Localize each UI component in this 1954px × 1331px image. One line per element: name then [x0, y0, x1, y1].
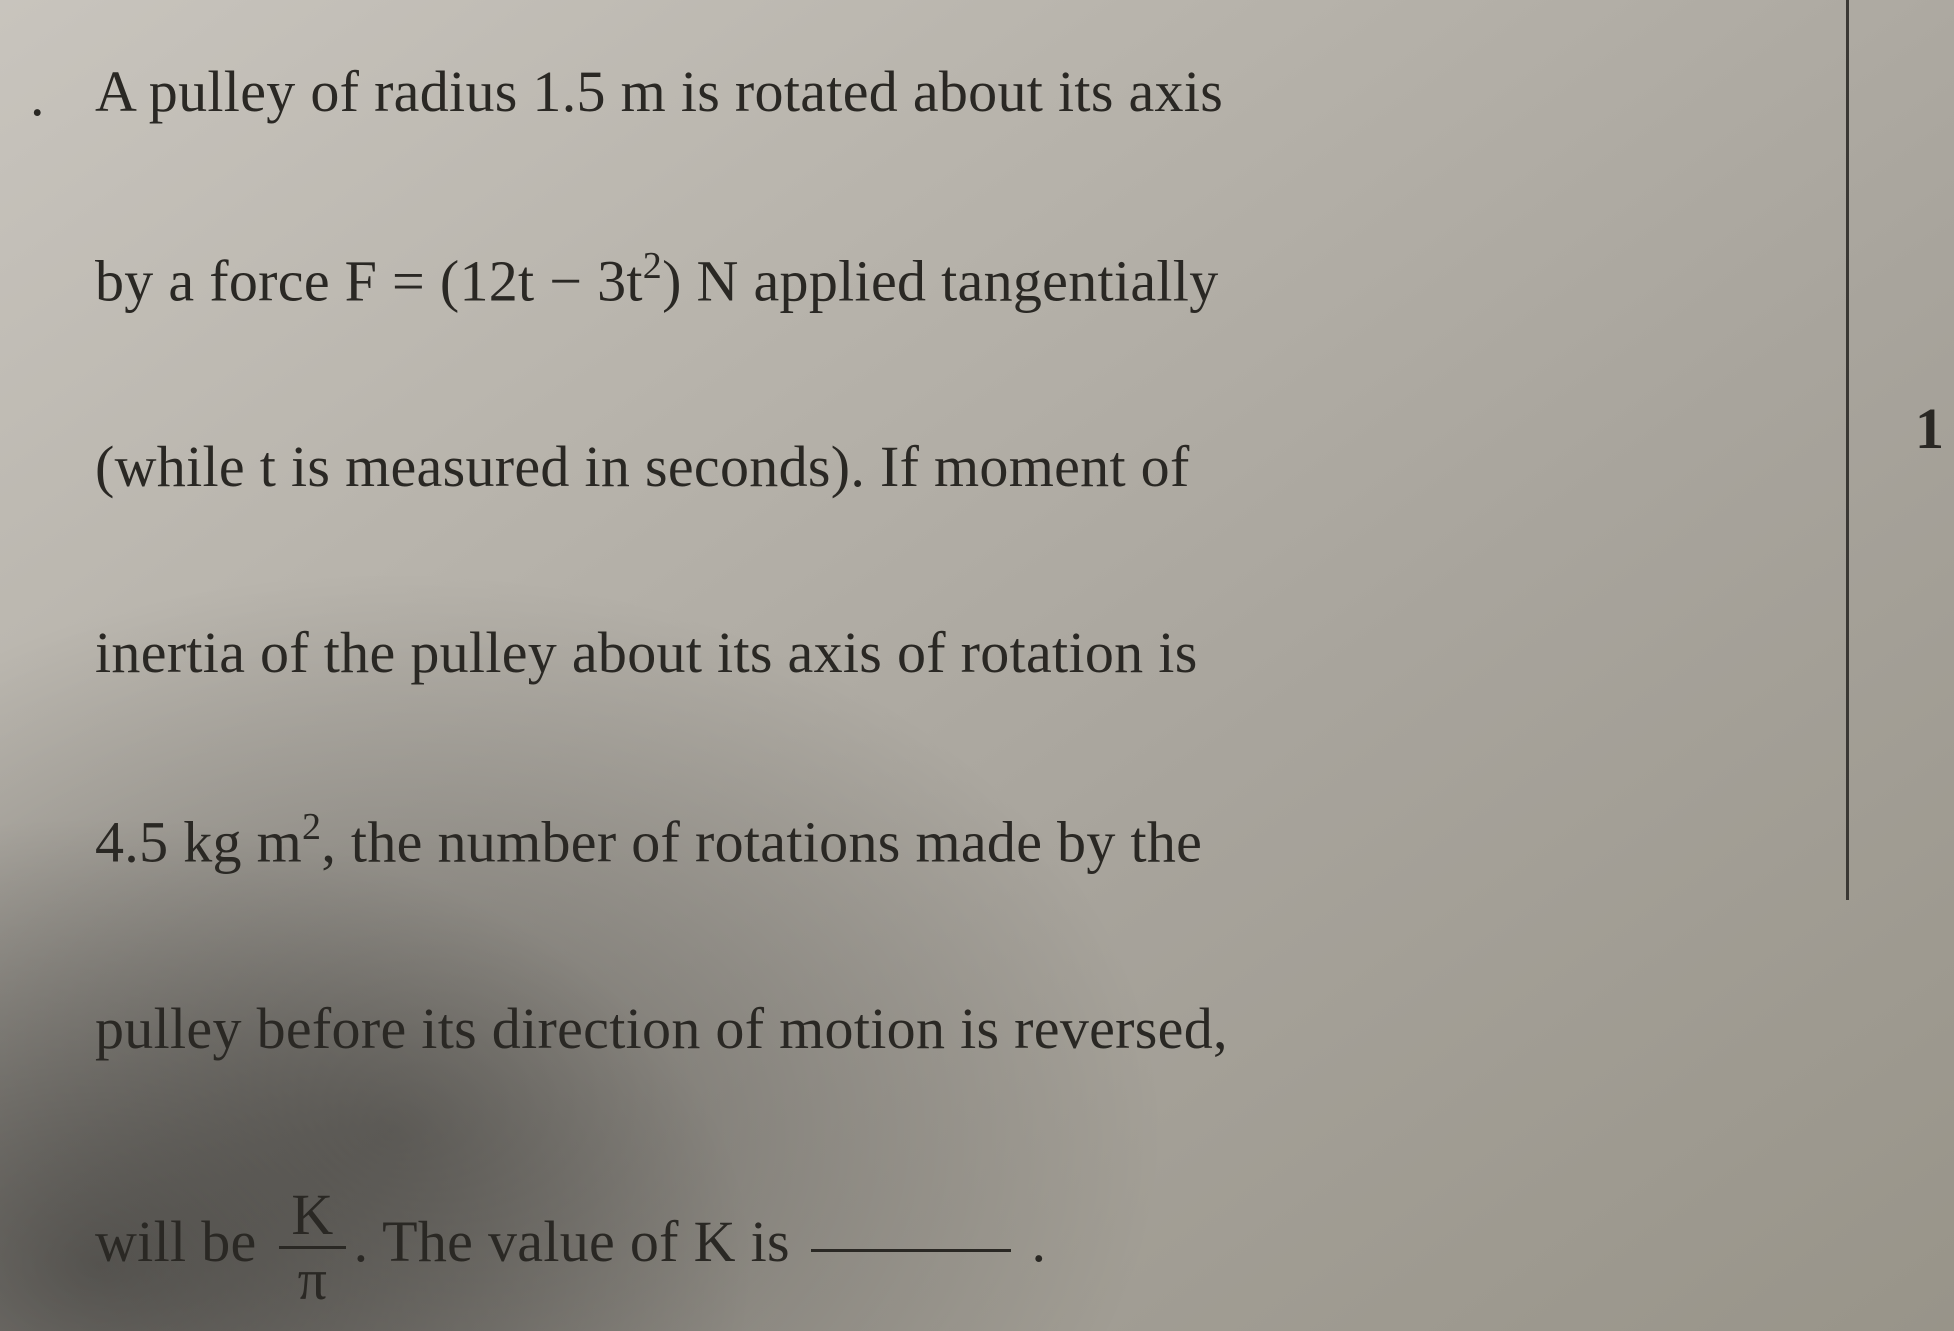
question-line-4: inertia of the pulley about its axis of … — [95, 624, 1810, 682]
line5-superscript: 2 — [302, 806, 321, 848]
line5-prefix: 4.5 kg m — [95, 810, 302, 875]
line7-prefix: will be — [95, 1208, 271, 1273]
question-line-7: will be Kπ. The value of K is . — [95, 1186, 1810, 1309]
fraction-k-over-pi: Kπ — [279, 1186, 345, 1309]
line2-superscript: 2 — [643, 245, 662, 287]
line7-suffix: . — [1017, 1208, 1047, 1273]
fraction-numerator: K — [279, 1186, 345, 1249]
answer-blank[interactable] — [811, 1249, 1011, 1252]
question-content: . A pulley of radius 1.5 m is rotated ab… — [0, 0, 1870, 1331]
question-line-6: pulley before its direction of motion is… — [95, 1000, 1810, 1058]
question-line-3: (while t is measured in seconds). If mom… — [95, 438, 1810, 496]
question-line-5: 4.5 kg m2, the number of rotations made … — [95, 810, 1810, 871]
line7-mid: . The value of K is — [354, 1208, 805, 1273]
line5-suffix: , the number of rotations made by the — [321, 810, 1202, 875]
line2-suffix: ) N applied tangentially — [662, 248, 1218, 313]
line2-prefix: by a force F = (12t − 3t — [95, 248, 643, 313]
fraction-denominator: π — [279, 1249, 345, 1309]
question-bullet: . — [30, 62, 45, 129]
next-question-number: 1 — [1915, 395, 1944, 462]
question-line-2: by a force F = (12t − 3t2) N applied tan… — [95, 249, 1810, 310]
question-line-1: A pulley of radius 1.5 m is rotated abou… — [95, 63, 1810, 121]
